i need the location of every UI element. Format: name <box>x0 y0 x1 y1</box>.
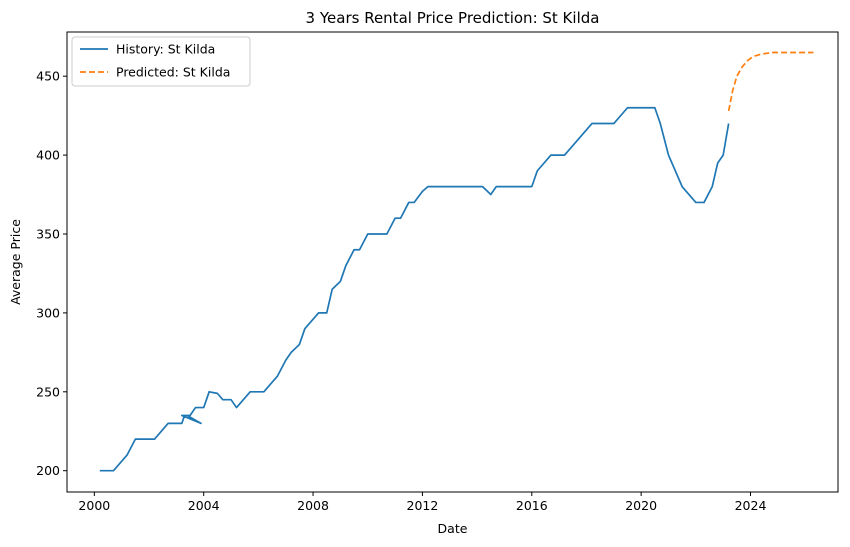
legend-box <box>71 36 251 87</box>
y-tick-label-450: 450 <box>36 69 60 84</box>
x-tick-label-2004: 2004 <box>188 498 220 513</box>
plot-area <box>99 51 814 472</box>
y-tick-label-300: 300 <box>36 305 60 320</box>
x-axis-label: Date <box>438 521 468 536</box>
y-tick-label-350: 350 <box>36 226 60 241</box>
chart-title: 3 Years Rental Price Prediction: St Kild… <box>306 9 600 27</box>
x-tick-label-2020: 2020 <box>625 498 657 513</box>
series-line-history <box>99 106 730 472</box>
x-tick-label-2024: 2024 <box>735 498 767 513</box>
y-axis-label: Average Price <box>8 219 23 305</box>
y-tick-label-250: 250 <box>36 384 60 399</box>
series-line-predicted <box>727 51 814 112</box>
x-tick-label-2008: 2008 <box>297 498 329 513</box>
y-tick-label-200: 200 <box>36 463 60 478</box>
axes-frame <box>66 31 839 493</box>
x-tick-label-2012: 2012 <box>407 498 439 513</box>
y-tick-label-400: 400 <box>36 148 60 163</box>
y-axis: 200 250 300 350 400 450 <box>36 69 67 478</box>
legend-label-predicted: Predicted: St Kilda <box>116 65 230 80</box>
x-tick-label-2016: 2016 <box>516 498 548 513</box>
legend: History: St Kilda Predicted: St Kilda <box>71 36 251 87</box>
x-tick-label-2000: 2000 <box>78 498 110 513</box>
legend-label-history: History: St Kilda <box>116 42 215 57</box>
x-axis: 2000 2004 2008 2012 2016 2020 2024 <box>78 492 766 513</box>
